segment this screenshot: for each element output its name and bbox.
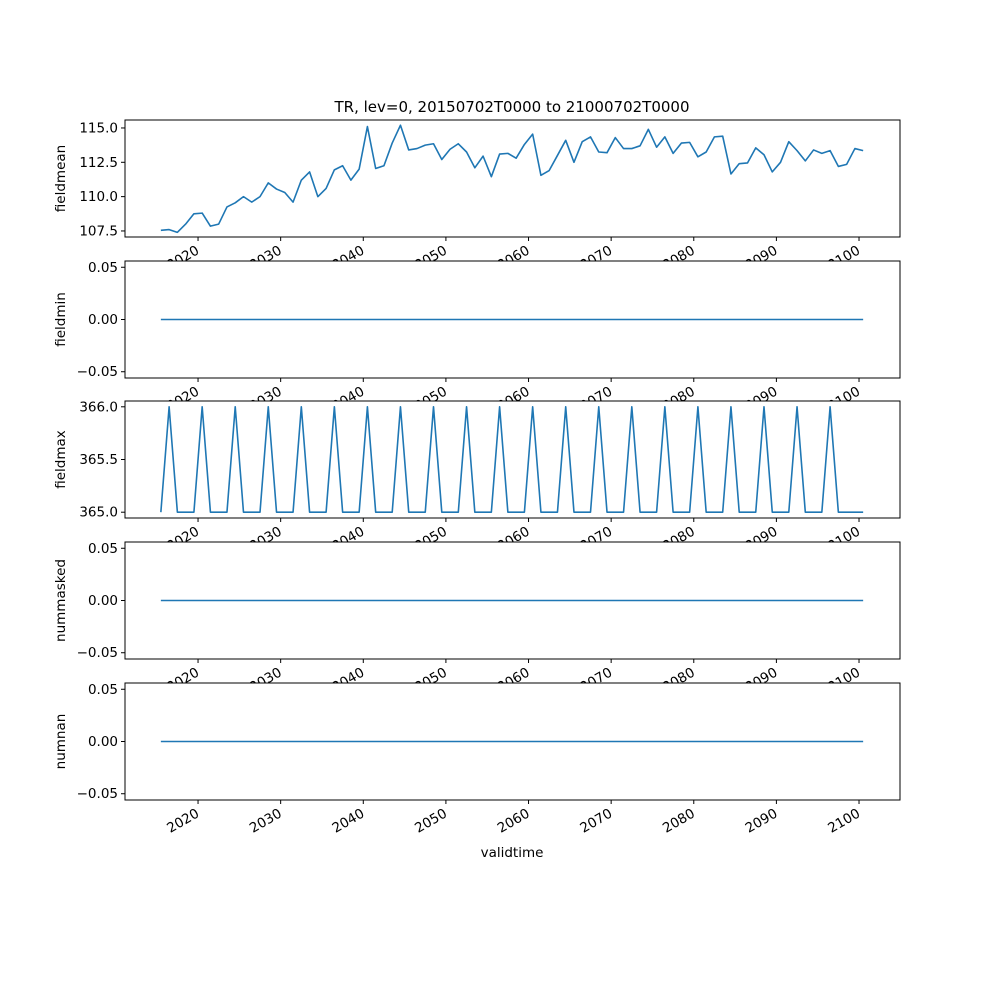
y-axis-label: fieldmin [53,292,69,347]
y-tick-label: −0.05 [77,645,118,661]
y-tick-label: 110.0 [79,189,118,205]
y-tick-label: 115.0 [79,120,118,136]
y-tick-label: 0.00 [88,312,118,328]
y-tick-label: −0.05 [77,786,118,802]
x-tick-label: 2060 [495,806,533,837]
y-tick-label: 366.0 [79,399,118,415]
plot-area [125,120,900,237]
y-tick-label: 0.05 [88,541,118,557]
x-tick-label: 2100 [825,806,863,837]
y-tick-label: 107.5 [79,223,118,239]
subplot-numnan: −0.05 0.00 0.05 numnan 2020 2030 2040 2050 2060 2… [53,682,901,837]
y-tick-label: 0.05 [88,260,118,276]
y-tick-label: 0.00 [88,734,118,750]
y-axis-label: numnan [53,714,69,770]
x-tick-label: 2050 [412,806,450,837]
y-tick-label: 0.05 [88,682,118,698]
y-axis-label: fieldmean [53,145,69,212]
x-tick-label: 2070 [577,806,615,837]
axes-frame [124,119,901,238]
y-axis-label: fieldmax [53,430,69,489]
y-tick-label: 112.5 [79,155,118,171]
y-tick-label: 0.00 [88,593,118,609]
fieldmax-line [160,405,864,514]
y-tick-label: 365.5 [79,452,118,468]
x-tick-label: 2030 [247,806,285,837]
x-tick-label: 2080 [660,806,698,837]
y-tick-label: −0.05 [77,364,118,380]
y-axis-label: nummasked [53,559,69,642]
y-tick-label: 365.0 [79,505,118,521]
x-axis-label: validtime [481,845,544,861]
fieldmean-line [160,124,864,234]
chart-title: TR, lev=0, 20150702T0000 to 21000702T000… [333,98,689,116]
plot-area [125,401,900,518]
x-tick-label: 2090 [743,806,781,837]
x-tick-label: 2020 [164,806,202,837]
x-tick-label: 2040 [330,806,368,837]
